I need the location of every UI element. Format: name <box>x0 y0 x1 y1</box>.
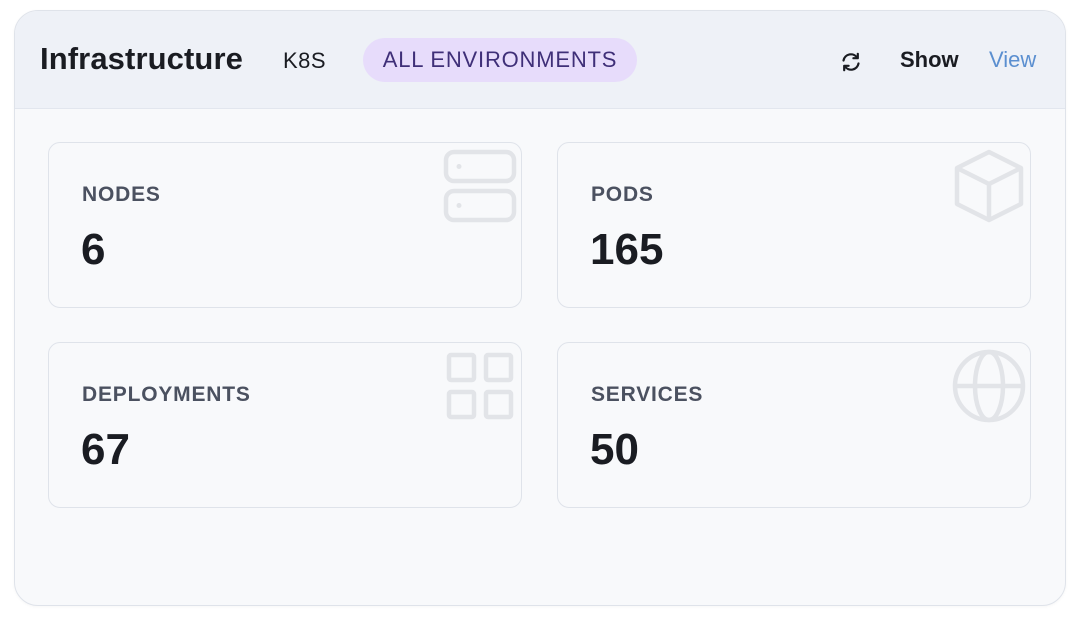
stat-value: 67 <box>81 425 130 474</box>
stat-label: SERVICES <box>591 383 704 406</box>
stat-value: 50 <box>590 425 639 474</box>
card-header: Infrastructure K8S ALL ENVIRONMENTS Show… <box>15 11 1065 109</box>
grid-icon <box>446 352 514 420</box>
k8s-tag: K8S <box>283 48 327 73</box>
stat-label: DEPLOYMENTS <box>82 383 251 406</box>
server-icon <box>443 149 517 223</box>
stat-card-services[interactable]: SERVICES 50 <box>557 342 1031 508</box>
view-link[interactable]: View <box>989 47 1037 72</box>
stat-label: NODES <box>82 183 161 206</box>
stat-card-pods[interactable]: PODS 165 <box>557 142 1031 308</box>
refresh-button[interactable] <box>837 48 865 76</box>
stat-card-nodes[interactable]: NODES 6 <box>48 142 522 308</box>
stat-value: 6 <box>81 225 106 274</box>
card-title: Infrastructure <box>40 41 243 76</box>
globe-icon <box>952 349 1026 423</box>
show-button[interactable]: Show <box>900 47 959 72</box>
stat-label: PODS <box>591 183 654 206</box>
stat-card-deployments[interactable]: DEPLOYMENTS 67 <box>48 342 522 508</box>
refresh-icon <box>842 52 860 72</box>
infrastructure-card: Infrastructure K8S ALL ENVIRONMENTS Show… <box>14 10 1066 606</box>
environment-badge[interactable]: ALL ENVIRONMENTS <box>363 38 637 82</box>
cube-icon <box>954 149 1024 223</box>
stat-value: 165 <box>590 225 664 274</box>
